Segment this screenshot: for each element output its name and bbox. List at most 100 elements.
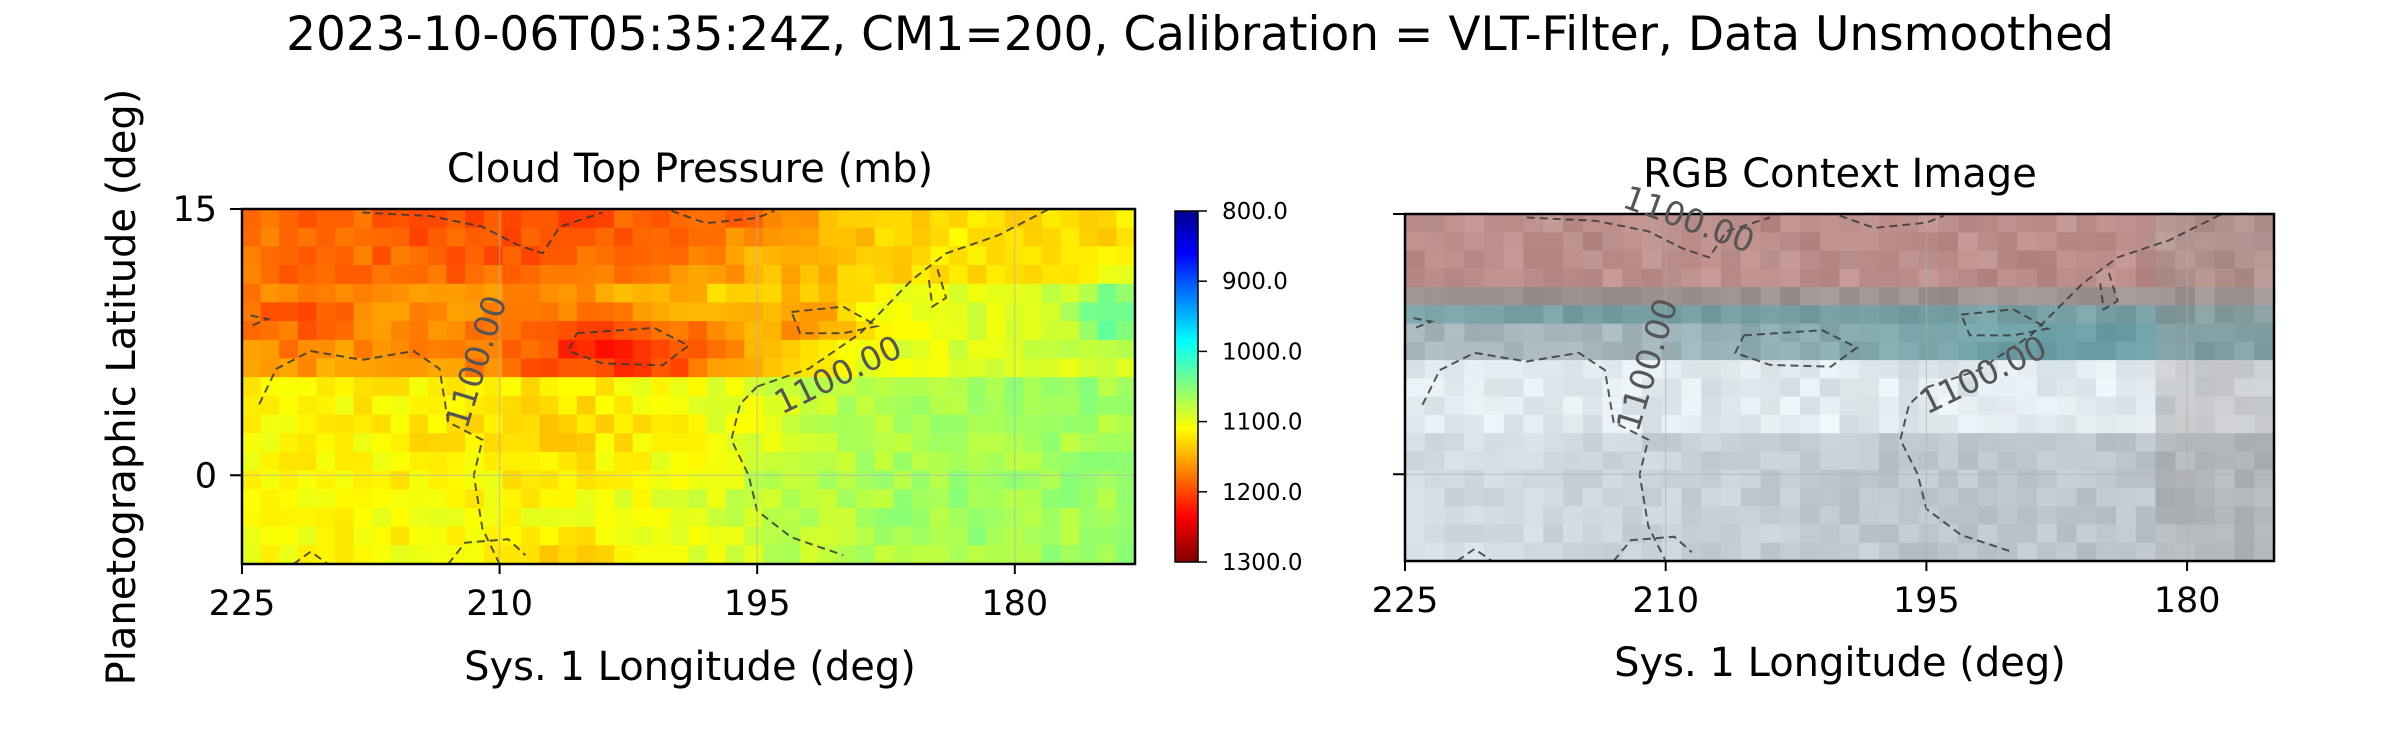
- heatmap-cell: [521, 433, 541, 453]
- heatmap-cell: [297, 209, 318, 229]
- image-cell: [1642, 469, 1663, 489]
- heatmap-cell: [986, 209, 1006, 229]
- image-cell: [2116, 341, 2137, 361]
- heatmap-cell: [669, 545, 690, 564]
- image-cell: [2195, 487, 2216, 507]
- heatmap-cell: [948, 451, 969, 472]
- heatmap-cell: [353, 358, 373, 378]
- heatmap-cell: [260, 339, 280, 360]
- image-cell: [2135, 341, 2157, 361]
- heatmap-cell: [986, 433, 1006, 453]
- heatmap-cell: [409, 339, 429, 360]
- heatmap-cell: [948, 526, 969, 546]
- image-cell: [1602, 451, 1623, 471]
- image-cell: [1701, 542, 1722, 561]
- image-cell: [1602, 414, 1623, 434]
- image-cell: [1642, 396, 1663, 416]
- heatmap-cell: [651, 302, 671, 322]
- image-cell: [1464, 469, 1485, 489]
- heatmap-cell: [428, 545, 448, 564]
- image-cell: [1859, 414, 1880, 434]
- image-cell: [1464, 250, 1485, 270]
- heatmap-cell: [1060, 377, 1080, 397]
- image-cell: [1424, 250, 1446, 270]
- heatmap-cell: [316, 545, 336, 564]
- image-cell: [1721, 287, 1742, 306]
- heatmap-cell: [669, 433, 690, 453]
- heatmap-cell: [279, 358, 299, 378]
- image-cell: [2175, 433, 2196, 453]
- image-cell: [2195, 451, 2216, 471]
- heatmap-cell: [614, 507, 634, 528]
- image-cell: [1602, 323, 1623, 343]
- heatmap-cell: [874, 451, 894, 472]
- image-cell: [1484, 323, 1505, 343]
- heatmap-cell: [1116, 339, 1135, 360]
- image-cell: [1405, 287, 1426, 306]
- image-cell: [1405, 250, 1426, 270]
- heatmap-cell: [1041, 526, 1062, 546]
- image-cell: [2175, 451, 2196, 471]
- image-cell: [1918, 433, 1939, 453]
- image-cell: [1642, 305, 1663, 325]
- heatmap-cell: [744, 377, 764, 397]
- image-cell: [2076, 414, 2097, 434]
- image-cell: [1582, 378, 1604, 398]
- image-cell: [2116, 451, 2137, 471]
- heatmap-cell: [911, 433, 931, 453]
- heatmap-cell: [465, 321, 485, 341]
- image-cell: [1464, 360, 1485, 379]
- heatmap-cell: [279, 451, 299, 472]
- image-cell: [1898, 378, 1920, 398]
- image-cell: [2056, 287, 2078, 306]
- heatmap-cell: [372, 470, 392, 490]
- heatmap-cell: [1079, 302, 1099, 322]
- image-cell: [2017, 305, 2038, 325]
- heatmap-cell: [762, 489, 783, 509]
- colorbar-tick-label: 1200.0: [1222, 480, 1302, 506]
- image-cell: [1977, 542, 1999, 561]
- image-cell: [2254, 487, 2274, 507]
- image-cell: [1938, 524, 1959, 544]
- image-cell: [2056, 360, 2078, 379]
- heatmap-cell: [1023, 545, 1043, 564]
- heatmap-cell: [893, 302, 913, 322]
- image-cell: [1661, 268, 1683, 288]
- image-cell: [1424, 487, 1446, 507]
- heatmap-cell: [335, 358, 355, 378]
- heatmap-cell: [372, 246, 392, 266]
- heatmap-cell: [800, 209, 820, 229]
- heatmap-cell: [632, 209, 652, 229]
- heatmap-cell: [725, 470, 745, 490]
- heatmap-cell: [911, 321, 931, 341]
- image-cell: [1543, 506, 1564, 526]
- heatmap-cell: [967, 339, 987, 360]
- heatmap-cell: [483, 507, 504, 528]
- image-cell: [2096, 250, 2117, 270]
- image-cell: [1681, 487, 1702, 507]
- heatmap-cell: [688, 283, 708, 304]
- heatmap-cell: [297, 227, 318, 247]
- heatmap-cell: [483, 377, 504, 397]
- image-cell: [1721, 268, 1742, 288]
- image-cell: [1661, 451, 1683, 471]
- heatmap-cell: [279, 302, 299, 322]
- image-cell: [2214, 433, 2236, 453]
- heatmap-cell: [669, 209, 690, 229]
- heatmap-cell: [353, 209, 373, 229]
- contour-line: [250, 314, 272, 328]
- heatmap-cell: [446, 246, 466, 266]
- heatmap-cell: [297, 358, 318, 378]
- heatmap-cell: [800, 507, 820, 528]
- image-cell: [1918, 487, 1939, 507]
- image-cell: [1543, 396, 1564, 416]
- heatmap-cell: [707, 227, 727, 247]
- heatmap-cell: [1079, 545, 1099, 564]
- image-cell: [1997, 396, 2018, 416]
- heatmap-cell: [762, 545, 783, 564]
- heatmap-cell: [446, 451, 466, 472]
- heatmap-cell: [1097, 433, 1117, 453]
- image-cell: [1602, 542, 1623, 561]
- image-cell: [1543, 378, 1564, 398]
- image-cell: [2175, 323, 2196, 343]
